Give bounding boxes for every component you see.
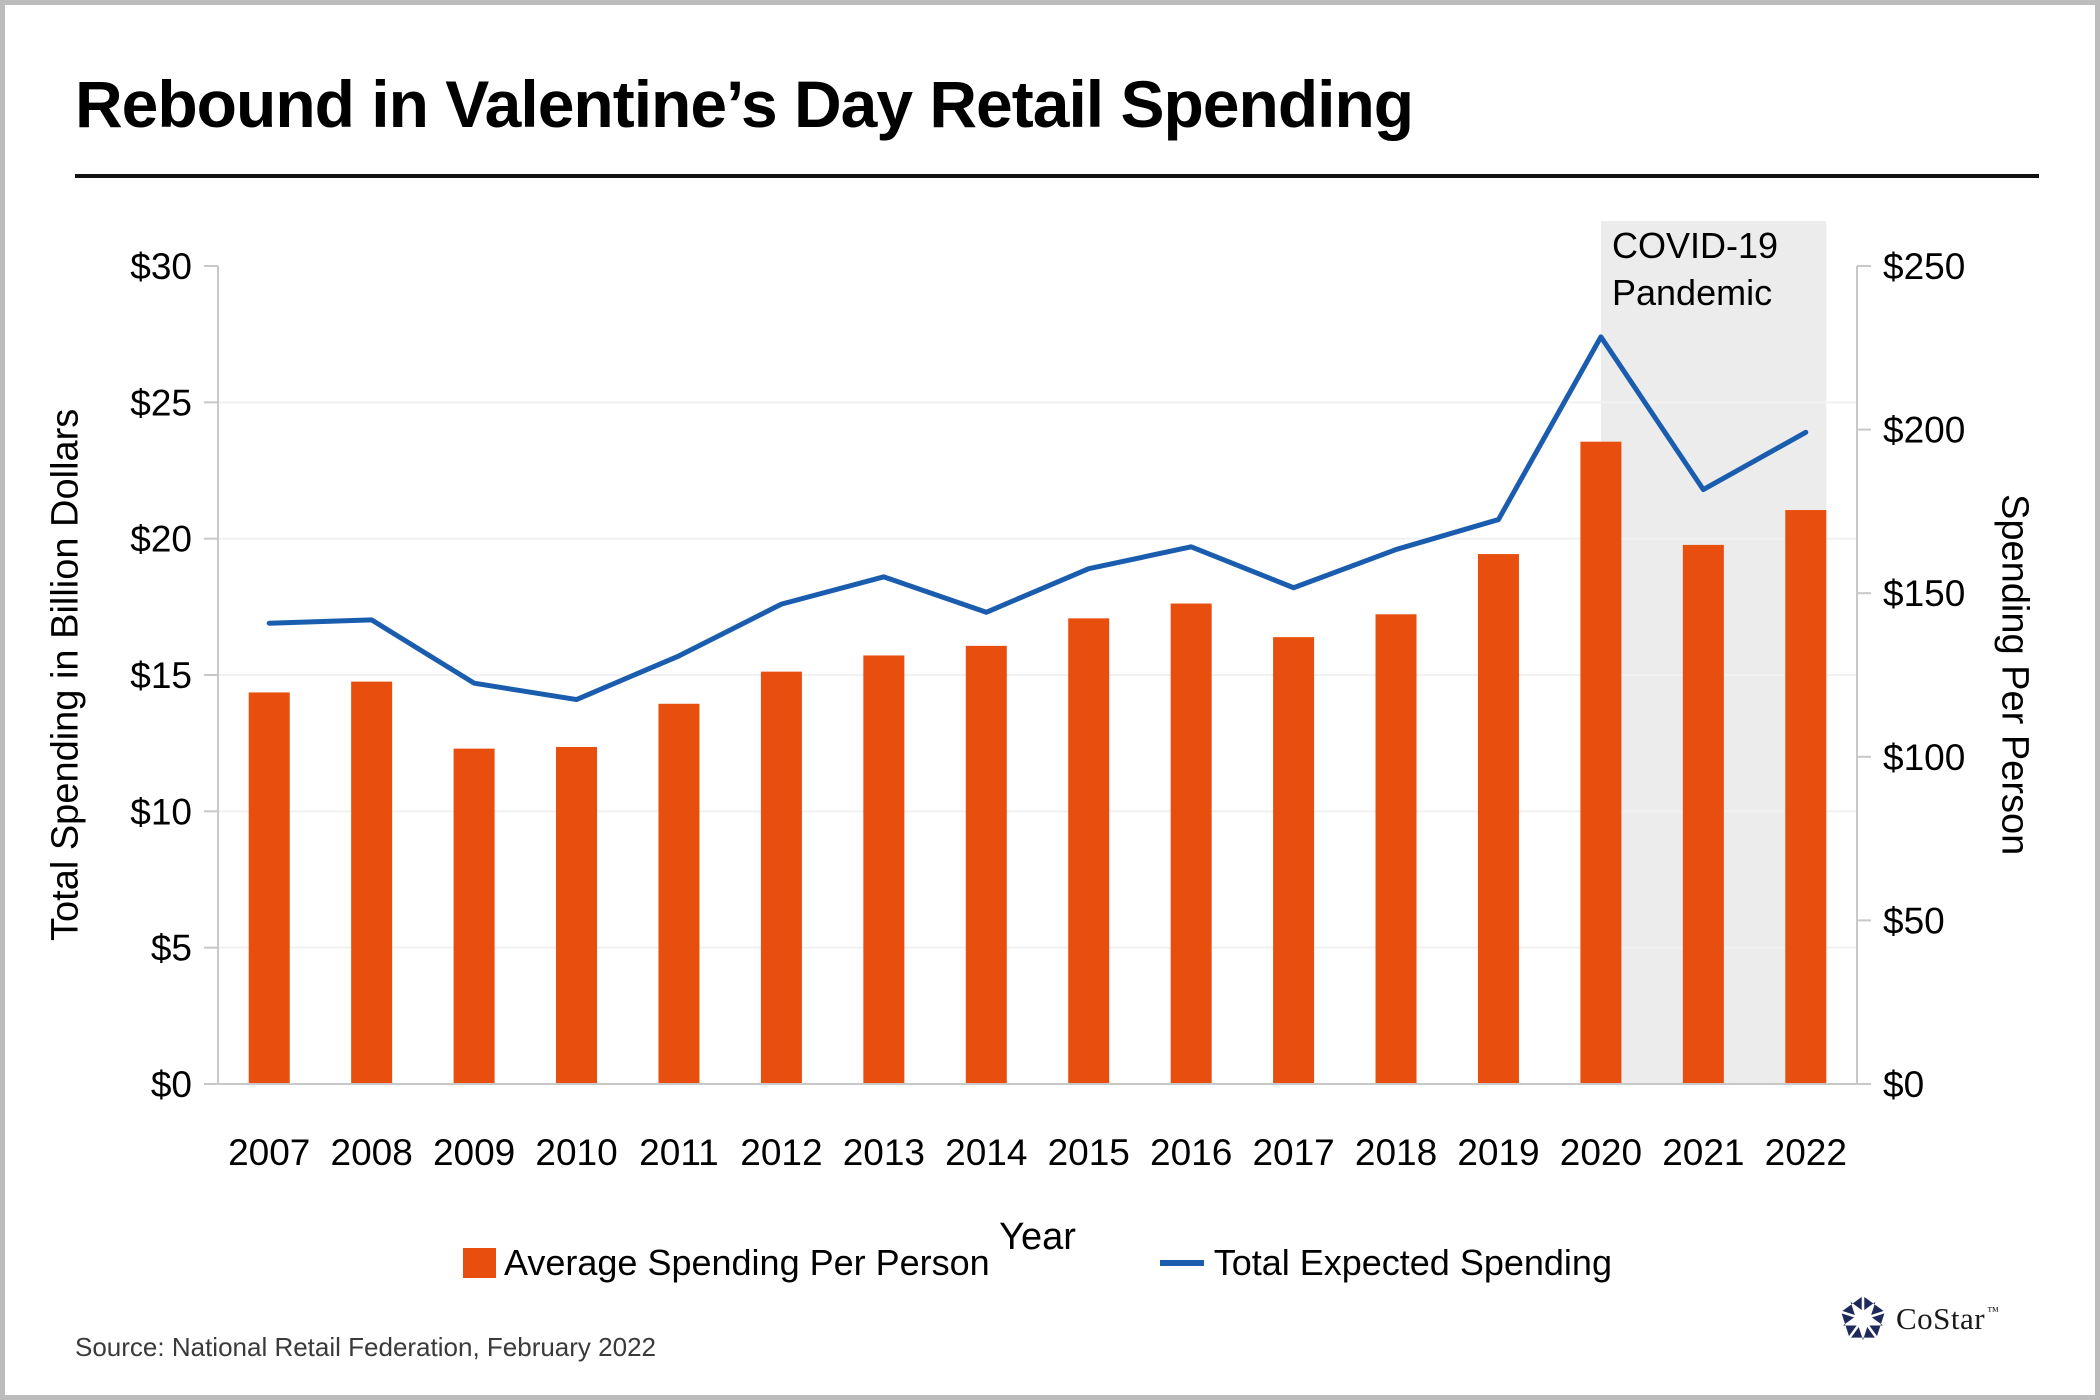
x-tick-label-2018: 2018: [1355, 1132, 1437, 1173]
y-right-tick-label-0: $0: [1883, 1064, 1924, 1105]
y-right-tick-label-100: $100: [1883, 737, 1965, 778]
x-axis-title: Year: [999, 1216, 1076, 1258]
legend-bar-swatch: [463, 1248, 497, 1278]
legend-line-swatch: [1159, 1260, 1204, 1266]
title-divider: [75, 174, 2039, 178]
total-expected-spending-line: [266, 334, 1809, 703]
bar-2007: [248, 692, 290, 1084]
costar-trademark: ™: [1987, 1304, 1999, 1318]
covid-annotation-line1: COVID-19: [1612, 225, 1779, 266]
legend: Average Spending Per Person Total Expect…: [218, 1242, 1857, 1284]
bar-2016: [1170, 603, 1212, 1084]
x-tick-label-2019: 2019: [1457, 1132, 1539, 1173]
y-left-tick-label-0: $0: [151, 1064, 192, 1105]
covid-annotation: COVID-19 Pandemic: [1612, 222, 1778, 316]
costar-star-icon: [1840, 1296, 1886, 1341]
source-citation: Source: National Retail Federation, Febr…: [75, 1332, 656, 1362]
x-tick-label-2013: 2013: [843, 1132, 925, 1173]
bar-2019: [1477, 554, 1519, 1084]
x-tick-label-2010: 2010: [535, 1132, 617, 1173]
x-tick-label-2008: 2008: [331, 1132, 413, 1173]
y-left-tick-label-25: $25: [130, 382, 192, 423]
y-right-tick-label-150: $150: [1883, 573, 1965, 614]
bar-2011: [658, 703, 700, 1084]
bar-2009: [453, 748, 495, 1084]
right-axis-title: Spending Per Person: [1993, 494, 2036, 856]
bar-2017: [1273, 637, 1315, 1084]
bar-2013: [863, 655, 905, 1084]
x-tick-label-2017: 2017: [1252, 1132, 1334, 1173]
y-left-tick-label-10: $10: [130, 791, 192, 832]
legend-line-label: Total Expected Spending: [1213, 1242, 1612, 1283]
x-tick-label-2020: 2020: [1560, 1132, 1642, 1173]
bar-2018: [1375, 614, 1417, 1084]
y-left-tick-label-30: $30: [130, 246, 192, 287]
page-title: Rebound in Valentine’s Day Retail Spendi…: [75, 67, 1414, 141]
bar-2021: [1682, 544, 1724, 1084]
covid-annotation-line2: Pandemic: [1612, 272, 1773, 313]
costar-wordmark: CoStar: [1896, 1301, 1986, 1336]
costar-logo: CoStar ™: [1840, 1296, 1999, 1342]
bar-2012: [760, 671, 802, 1084]
legend-item-line: Total Expected Spending: [1159, 1242, 1612, 1284]
x-tick-label-2016: 2016: [1150, 1132, 1232, 1173]
x-tick-label-2021: 2021: [1662, 1132, 1744, 1173]
bar-2020: [1580, 441, 1622, 1084]
x-tick-label-2015: 2015: [1048, 1132, 1130, 1173]
y-right-tick-label-200: $200: [1883, 410, 1965, 451]
y-right-tick-label-250: $250: [1883, 246, 1965, 287]
bar-2008: [351, 681, 393, 1084]
legend-item-bars: Average Spending Per Person: [463, 1242, 990, 1284]
y-right-tick-label-50: $50: [1883, 900, 1945, 941]
bar-2022: [1785, 510, 1827, 1084]
x-tick-label-2012: 2012: [740, 1132, 822, 1173]
legend-bar-label: Average Spending Per Person: [504, 1242, 990, 1283]
bar-2010: [556, 746, 598, 1084]
left-axis-title: Total Spending in Billion Dollars: [44, 408, 87, 942]
x-tick-label-2009: 2009: [433, 1132, 515, 1173]
y-left-tick-label-5: $5: [151, 928, 192, 969]
x-tick-label-2011: 2011: [639, 1132, 719, 1173]
y-left-tick-label-15: $15: [130, 655, 192, 696]
x-tick-label-2014: 2014: [945, 1132, 1027, 1173]
bar-2015: [1068, 618, 1110, 1084]
x-tick-label-2007: 2007: [228, 1132, 310, 1173]
y-left-tick-label-20: $20: [130, 519, 192, 560]
x-tick-label-2022: 2022: [1765, 1132, 1847, 1173]
bar-2014: [965, 645, 1007, 1084]
